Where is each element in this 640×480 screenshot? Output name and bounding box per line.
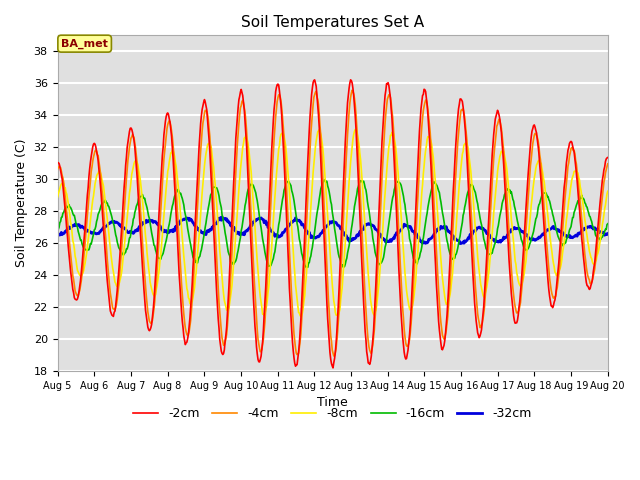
-32cm — [176, 220, 184, 226]
-32cm — [417, 238, 424, 244]
-32cm — [120, 225, 128, 231]
-16cm — [176, 191, 184, 196]
-16cm — [120, 252, 128, 257]
-32cm — [401, 221, 408, 227]
-16cm — [304, 264, 312, 270]
-16cm — [321, 177, 328, 182]
-2cm — [604, 155, 612, 160]
Legend: -2cm, -4cm, -8cm, -16cm, -32cm: -2cm, -4cm, -8cm, -16cm, -32cm — [129, 402, 537, 425]
Title: Soil Temperatures Set A: Soil Temperatures Set A — [241, 15, 424, 30]
Text: BA_met: BA_met — [61, 38, 108, 49]
Line: -8cm: -8cm — [58, 130, 608, 316]
-8cm — [604, 188, 612, 194]
-16cm — [63, 204, 71, 210]
-32cm — [205, 228, 213, 234]
-32cm — [63, 227, 71, 232]
-4cm — [417, 135, 425, 141]
-4cm — [330, 353, 338, 359]
-8cm — [120, 245, 128, 251]
-16cm — [401, 202, 409, 208]
Line: -32cm: -32cm — [58, 217, 608, 244]
-16cm — [604, 221, 612, 227]
-4cm — [54, 166, 61, 172]
-8cm — [401, 270, 409, 276]
-8cm — [417, 203, 425, 208]
-2cm — [54, 159, 61, 165]
-2cm — [120, 184, 128, 190]
-16cm — [54, 228, 61, 234]
-8cm — [176, 203, 184, 209]
-2cm — [417, 106, 425, 111]
X-axis label: Time: Time — [317, 396, 348, 409]
-2cm — [63, 234, 71, 240]
-2cm — [329, 365, 337, 371]
-4cm — [401, 334, 409, 339]
-4cm — [604, 161, 612, 167]
-32cm — [456, 241, 464, 247]
-4cm — [176, 255, 184, 261]
-4cm — [120, 210, 128, 216]
-8cm — [54, 194, 61, 200]
-32cm — [54, 232, 61, 238]
Line: -16cm: -16cm — [58, 180, 608, 267]
-16cm — [205, 202, 213, 207]
-4cm — [348, 87, 356, 93]
-8cm — [351, 127, 359, 132]
-2cm — [401, 354, 409, 360]
-32cm — [218, 214, 226, 220]
-16cm — [417, 248, 425, 254]
-4cm — [205, 125, 213, 131]
-2cm — [176, 284, 184, 289]
-2cm — [205, 137, 213, 143]
-2cm — [311, 77, 319, 83]
-8cm — [297, 313, 305, 319]
Line: -4cm: -4cm — [58, 90, 608, 356]
-8cm — [63, 196, 71, 202]
Y-axis label: Soil Temperature (C): Soil Temperature (C) — [15, 139, 28, 267]
Line: -2cm: -2cm — [58, 80, 608, 368]
-8cm — [205, 141, 213, 146]
-4cm — [63, 216, 71, 222]
-32cm — [604, 231, 612, 237]
